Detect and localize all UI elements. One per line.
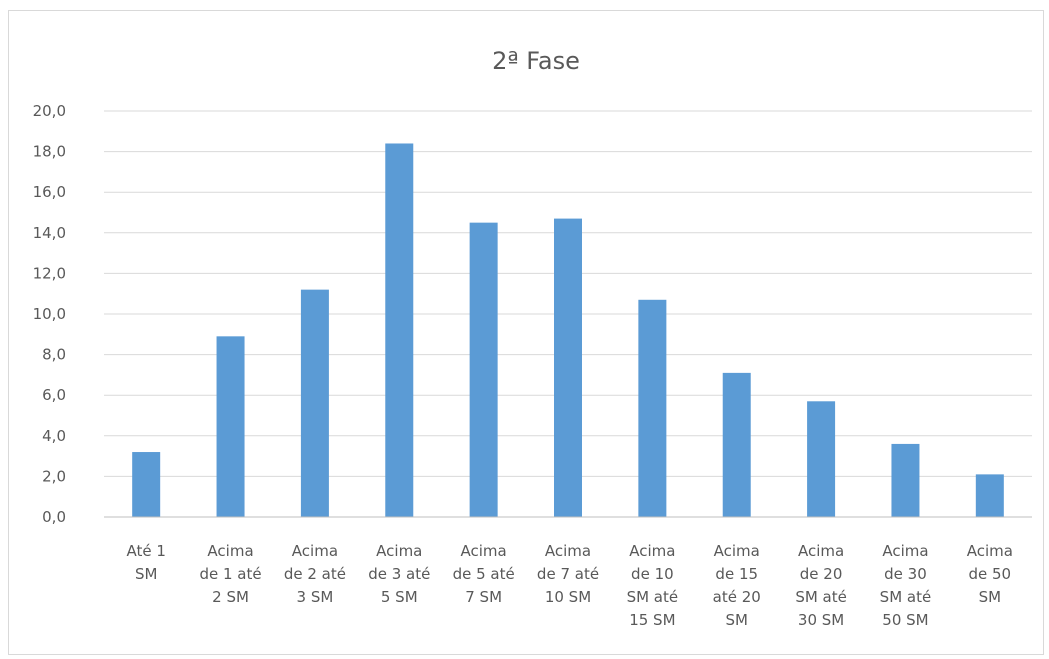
x-category-label-line: Acima <box>967 542 1013 560</box>
x-category-label-line: SM até <box>880 588 932 606</box>
x-category-label: Acima de 1 até 2 SM <box>199 542 261 606</box>
y-tick-label: 16,0 <box>33 183 66 201</box>
x-category-label: Acima de 5 até 7 SM <box>453 542 515 606</box>
bar <box>891 443 920 517</box>
x-category-label: Acima de 15 até 20 SM <box>713 542 761 629</box>
x-category-label-line: SM <box>979 588 1001 606</box>
x-category-label-line: de 20 <box>800 565 843 583</box>
bar <box>975 474 1004 517</box>
x-category-label-line: de 5 até <box>453 565 515 583</box>
x-category-label-line: de 7 até <box>537 565 599 583</box>
bar <box>300 289 329 517</box>
x-category-label-line: até 20 <box>713 588 761 606</box>
x-category-label: Acima de 2 até 3 SM <box>284 542 346 606</box>
x-category-label-line: Acima <box>882 542 928 560</box>
y-tick-label: 6,0 <box>42 386 66 404</box>
x-category-label-line: 3 SM <box>297 588 334 606</box>
x-category-label: Acima de 30 SM até 50 SM <box>880 542 932 629</box>
y-tick-label: 20,0 <box>33 102 66 120</box>
y-tick-label: 0,0 <box>42 508 66 526</box>
x-category-label-line: Acima <box>376 542 422 560</box>
x-category-label-line: de 50 <box>969 565 1012 583</box>
x-category-label-line: de 1 até <box>199 565 261 583</box>
bars <box>132 143 1004 518</box>
y-tick-label: 2,0 <box>42 467 66 485</box>
y-tick-label: 14,0 <box>33 224 66 242</box>
x-category-label-line: 30 SM <box>798 611 844 629</box>
bar <box>132 452 161 517</box>
x-category-label-line: 7 SM <box>465 588 502 606</box>
x-category-label-line: 2 SM <box>212 588 249 606</box>
x-category-label-line: SM até <box>795 588 847 606</box>
x-category-label: Acima de 20 SM até 30 SM <box>795 542 847 629</box>
x-category-label: Acima de 7 até 10 SM <box>537 542 599 606</box>
x-category-label-line: Acima <box>629 542 675 560</box>
x-category-label: Até 1 SM <box>126 542 165 583</box>
y-tick-label: 4,0 <box>42 427 66 445</box>
x-category-label-line: Acima <box>461 542 507 560</box>
bar <box>638 299 667 517</box>
bar <box>554 218 582 517</box>
x-category-label-line: 5 SM <box>381 588 418 606</box>
x-category-label-line: de 3 até <box>368 565 430 583</box>
bar <box>807 401 836 517</box>
bar <box>385 143 414 518</box>
y-tick-label: 12,0 <box>33 264 66 282</box>
x-category-label: Acima de 3 até 5 SM <box>368 542 430 606</box>
x-category-label-line: SM <box>725 611 747 629</box>
chart-frame <box>8 10 1044 655</box>
bar <box>722 372 751 517</box>
x-axis-categories: Até 1 SM Acima de 1 até 2 SM Acima de 2 até 3 S… <box>126 542 1012 629</box>
x-category-label-line: de 15 <box>715 565 758 583</box>
x-category-label-line: de 2 até <box>284 565 346 583</box>
y-tick-label: 18,0 <box>33 143 66 161</box>
grid-lines <box>104 110 1032 477</box>
bar <box>216 336 245 517</box>
x-category-label-line: Até 1 <box>126 542 165 560</box>
x-category-label-line: Acima <box>292 542 338 560</box>
chart-title: 2ª Fase <box>492 47 580 75</box>
x-category-label-line: 50 SM <box>882 611 928 629</box>
x-category-label-line: de 30 <box>884 565 927 583</box>
x-category-label-line: SM <box>135 565 157 583</box>
x-category-label-line: 10 SM <box>545 588 591 606</box>
x-category-label: Acima de 50 SM <box>967 542 1013 606</box>
x-category-label-line: Acima <box>207 542 253 560</box>
bar <box>469 222 498 517</box>
x-category-label-line: SM até <box>627 588 679 606</box>
x-category-label: Acima de 10 SM até 15 SM <box>627 542 679 629</box>
y-axis-ticks: 0,0 2,0 4,0 6,0 8,0 10,0 12,0 14,0 16,0 18,0 20,0 <box>33 102 66 526</box>
x-category-label-line: Acima <box>798 542 844 560</box>
x-category-label-line: Acima <box>714 542 760 560</box>
x-category-label-line: Acima <box>545 542 591 560</box>
y-tick-label: 8,0 <box>42 346 66 364</box>
x-category-label-line: 15 SM <box>629 611 675 629</box>
y-tick-label: 10,0 <box>33 305 66 323</box>
x-category-label-line: de 10 <box>631 565 674 583</box>
